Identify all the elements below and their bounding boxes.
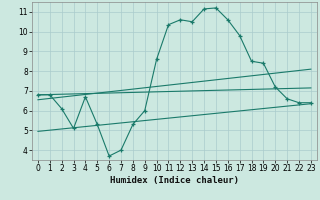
X-axis label: Humidex (Indice chaleur): Humidex (Indice chaleur): [110, 176, 239, 185]
